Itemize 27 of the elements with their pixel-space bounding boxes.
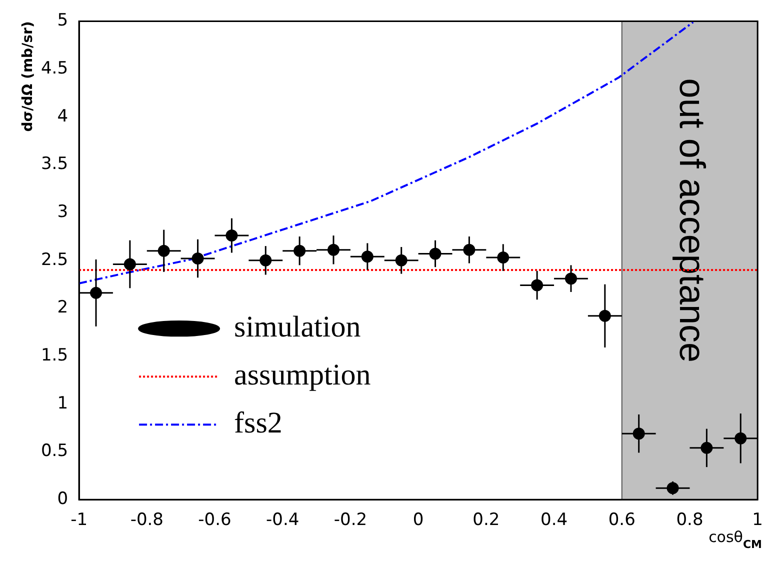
x-tick-label: 0.4 xyxy=(540,510,568,530)
legend-label: fss2 xyxy=(234,406,282,440)
legend-label: simulation xyxy=(234,310,361,344)
x-tick-label: -1 xyxy=(70,510,88,530)
x-tick-label: 0.2 xyxy=(472,510,500,530)
x-tick-label: 0.8 xyxy=(676,510,704,530)
y-tick-label: 2.5 xyxy=(40,250,68,270)
y-tick-label: 3.5 xyxy=(40,154,68,174)
y-tick-label: 4 xyxy=(57,106,68,126)
x-tick-label: -0.4 xyxy=(266,510,300,530)
y-tick-label: 0 xyxy=(57,489,68,510)
y-tick-label: 1 xyxy=(57,393,68,414)
y-tick-label: 0.5 xyxy=(40,441,68,462)
x-tick-label: 0 xyxy=(412,510,424,530)
x-tick-label: -0.6 xyxy=(198,510,232,530)
x-tick-label: 1 xyxy=(752,510,764,530)
y-tick-label: 2 xyxy=(57,298,68,318)
y-tick-label: 5 xyxy=(57,10,68,31)
band-label: out of acceptance xyxy=(672,78,713,362)
y-axis-title: dσ/dΩ (mb/sr) xyxy=(20,21,36,132)
y-tick-label: 1.5 xyxy=(40,346,68,366)
x-tick-label: 0.6 xyxy=(608,510,636,530)
x-tick-label: -0.8 xyxy=(130,510,164,530)
x-tick-label: -0.2 xyxy=(334,510,368,530)
y-tick-label: 3 xyxy=(57,202,68,222)
y-tick-label: 4.5 xyxy=(40,58,68,78)
legend-label: assumption xyxy=(234,358,371,392)
